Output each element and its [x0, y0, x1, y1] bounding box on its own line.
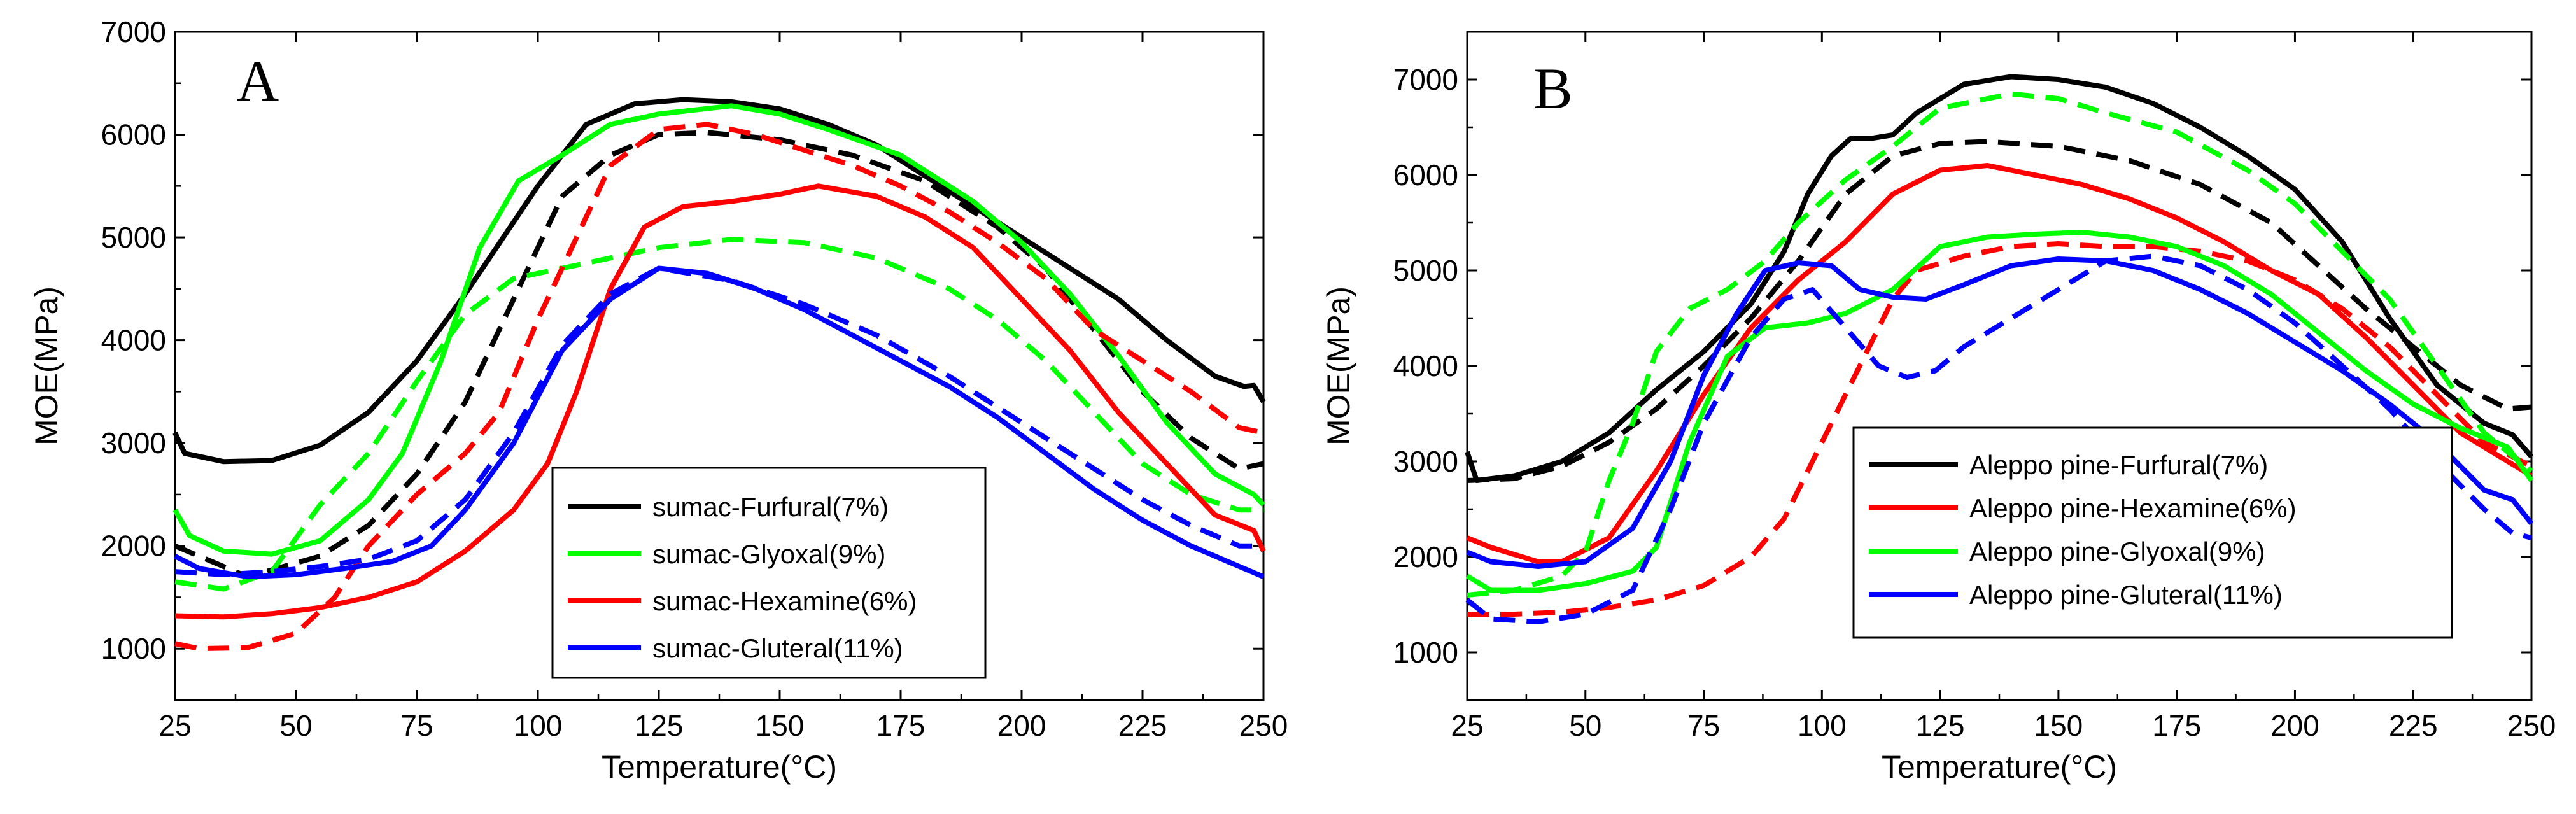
y-tick-label: 4000	[101, 324, 166, 357]
y-axis-label: MOE(MPa)	[29, 286, 64, 446]
x-tick-label: 25	[158, 709, 191, 742]
legend-entry: sumac-Furfural(7%)	[652, 492, 889, 522]
x-tick-label: 125	[1916, 709, 1965, 742]
panel-letter: A	[237, 48, 279, 113]
legend-entry: Aleppo pine-Furfural(7%)	[1969, 450, 2268, 480]
series-line-7	[174, 265, 1263, 577]
legend-entry: sumac-Hexamine(6%)	[652, 586, 917, 616]
x-axis-label: Temperature(°C)	[602, 749, 837, 785]
x-tick-label: 200	[997, 709, 1046, 742]
y-tick-label: 3000	[1393, 445, 1458, 478]
x-tick-label: 250	[1239, 709, 1288, 742]
x-tick-label: 250	[2507, 709, 2556, 742]
series-line-5	[174, 122, 1264, 652]
x-tick-label: 175	[2152, 709, 2201, 742]
x-tick-label: 75	[1687, 709, 1720, 742]
y-tick-label: 1000	[101, 632, 166, 665]
chart-panel-a: 25 50 75 100 125 150 175 200 225 250 1000 2000 3000 4…	[29, 15, 1288, 785]
legend-entry: Aleppo pine-Gluteral(11%)	[1969, 580, 2283, 610]
y-tick-label: 5000	[101, 221, 166, 254]
y-axis-label: MOE(MPa)	[1321, 286, 1356, 446]
panel-letter: B	[1533, 56, 1572, 121]
x-tick-label: 150	[756, 709, 805, 742]
series-line-0	[1465, 74, 2534, 483]
y-tick-label: 5000	[1393, 254, 1458, 287]
x-tick-label: 100	[1798, 709, 1847, 742]
y-tick-label: 7000	[101, 15, 166, 48]
x-tick-label: 175	[876, 709, 926, 742]
y-tick-label: 4000	[1393, 349, 1458, 382]
x-tick-label: 200	[2270, 709, 2319, 742]
y-tick-label: 6000	[101, 118, 166, 151]
x-tick-label: 50	[1569, 709, 1601, 742]
y-tick-label: 6000	[1393, 158, 1458, 192]
series-line-5	[1467, 91, 2533, 598]
series-line-2	[1466, 163, 2533, 565]
legend-entry: Aleppo pine-Glyoxal(9%)	[1969, 537, 2265, 566]
y-tick-label: 3000	[101, 426, 166, 460]
legend-entry: sumac-Glyoxal(9%)	[652, 539, 885, 569]
legend-entry: sumac-Gluteral(11%)	[652, 633, 903, 663]
x-tick-label: 225	[2389, 709, 2438, 742]
x-tick-label: 125	[635, 709, 684, 742]
x-axis-label: Temperature(°C)	[1882, 749, 2117, 785]
y-tick-label: 2000	[1393, 540, 1458, 573]
x-tick-label: 100	[514, 709, 563, 742]
y-tick-label: 7000	[1393, 63, 1458, 96]
series-line-4	[174, 183, 1266, 620]
series-line-7	[1465, 253, 2532, 624]
series-line-4	[1465, 230, 2534, 593]
y-tick-label: 1000	[1393, 636, 1458, 669]
x-tick-label: 150	[2034, 709, 2083, 742]
y-tick-label: 2000	[101, 530, 166, 563]
legend: sumac-Furfural(7%) sumac-Glyoxal(9%) sumac…	[551, 467, 987, 679]
series-line-2	[172, 103, 1265, 557]
chart-panel-b: 25 50 75 100 125 150 175 200 225 250 1000 2000 3000 4…	[1321, 31, 2556, 785]
series-line-3	[174, 237, 1263, 592]
legend-entry: Aleppo pine-Hexamine(6%)	[1969, 493, 2297, 523]
x-tick-label: 50	[279, 709, 312, 742]
series-line-3	[1467, 241, 2533, 617]
x-tick-label: 75	[400, 709, 433, 742]
x-tick-label: 25	[1451, 709, 1483, 742]
x-tick-label: 225	[1118, 709, 1167, 742]
legend-box	[551, 467, 987, 679]
series-line-6	[174, 265, 1265, 580]
legend: Aleppo pine-Furfural(7%) Aleppo pine-Hexa…	[1852, 426, 2453, 639]
series-line-0	[172, 97, 1266, 465]
